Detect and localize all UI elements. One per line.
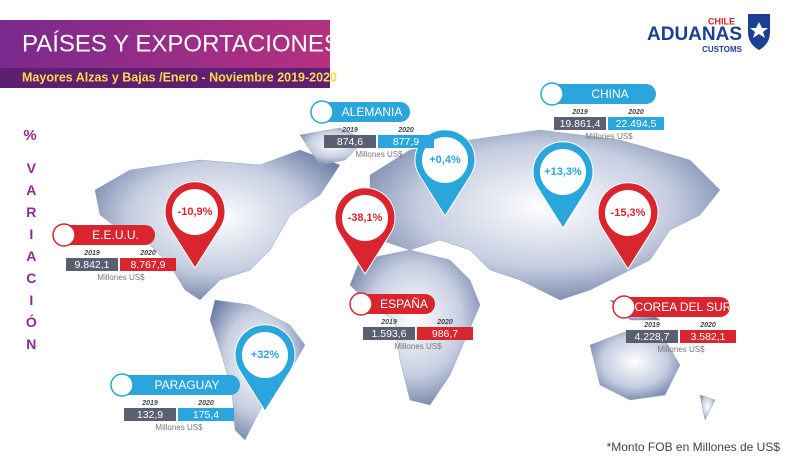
value-2-box [120,258,176,271]
country: +13,3% CHINA 2019 2020 19.861,4 22.494,5 Millo… [532,82,664,229]
pin-inner [422,137,468,183]
year-2: 2020 [397,127,414,134]
year-1: 2019 [643,322,660,329]
year-2: 2020 [627,109,644,116]
country-name: PARAGUAY [155,378,220,392]
country-name: E.E.U.U. [92,228,139,242]
value-2: 986,7 [432,328,458,340]
subheader-banner [0,68,330,88]
name-box [620,297,730,317]
header-banner [0,20,330,68]
year-1: 2019 [571,109,588,116]
year-2: 2020 [699,322,716,329]
pin-inner [242,332,288,378]
value-1-box [66,258,118,271]
country-name: COREA DEL SUR [635,300,732,314]
value-2-box [178,408,234,421]
year-2: 2020 [139,250,156,257]
name-box [548,84,656,104]
value-2-box [378,135,434,148]
country-name: ALEMANIA [342,105,403,119]
title: PAÍSES Y EXPORTACIONES [22,30,340,57]
value-1-box [626,330,678,343]
name-box [118,375,240,395]
name-box [60,225,155,245]
pin-inner [342,195,388,241]
country: -15,3% COREA DEL SUR 2019 2020 4.228,7 3.582,… [597,182,736,354]
side-word-group: VARIACIÓN [23,160,39,358]
pin-inner [605,190,651,236]
logo: CHILE ADUANAS CUSTOMS [647,14,770,54]
value-1: 9.842,1 [74,259,109,271]
year-1: 2019 [83,250,100,257]
value-2: 175,4 [193,409,219,421]
country: -10,9% E.E.U.U. 2019 2020 9.842,1 8.767,9 Mill… [52,181,226,282]
country-name: ESPAÑA [380,297,428,311]
value-1-box [554,117,606,130]
badge [349,292,373,316]
value-1: 19.861,4 [560,118,601,130]
unit: Millones US$ [585,132,633,141]
value-1-box [124,408,176,421]
year-1: 2019 [341,127,358,134]
pin-change: -38,1% [348,212,383,224]
year-2: 2020 [197,400,214,407]
value-1-box [324,135,376,148]
unit: Millones US$ [657,345,705,354]
country-name: CHINA [591,87,628,101]
value-2: 877,9 [393,136,419,148]
badge [110,373,134,397]
pin-change: -15,3% [611,207,646,219]
country: -38,1% ESPAÑA 2019 2020 1.593,6 986,7 Millones… [334,187,473,351]
logo-star [750,22,768,38]
badge [540,82,564,106]
logo-top: CHILE [708,16,735,26]
country: +0,4% ALEMANIA 2019 2020 874,6 877,9 Millones … [310,100,476,217]
value-1-box [363,327,415,340]
value-1: 1.593,6 [371,328,406,340]
name-box [318,102,410,122]
badge [612,295,636,319]
year-2: 2020 [436,319,453,326]
pin-inner [540,149,586,195]
logo-name: ADUANAS [647,24,742,45]
value-2: 3.582,1 [690,331,725,343]
value-1: 132,9 [137,409,163,421]
value-2-box [417,327,473,340]
badge [310,100,334,124]
pin-change: -10,9% [178,206,213,218]
badge [52,223,76,247]
name-box [357,294,435,314]
unit: Millones US$ [394,342,442,351]
pin-change: +13,3% [544,166,582,178]
unit: Millones US$ [97,273,145,282]
value-2-box [680,330,736,343]
side-word: VARIACIÓN [23,160,39,358]
subtitle: Mayores Alzas y Bajas /Enero - Noviembre… [22,70,337,84]
pin-change: +32% [251,349,280,361]
logo-bottom: CUSTOMS [702,45,743,54]
value-1: 4.228,7 [634,331,669,343]
pin-change: +0,4% [429,154,461,166]
value-2-box [608,117,664,130]
footnote: *Monto FOB en Millones de US$ [607,440,781,454]
unit: Millones US$ [355,150,403,159]
year-1: 2019 [380,319,397,326]
pin-inner [172,189,218,235]
value-2: 22.494,5 [616,118,657,130]
value-1: 874,6 [337,136,363,148]
value-2: 8.767,9 [130,259,165,271]
side-symbol: % [23,127,36,144]
unit: Millones US$ [155,423,203,432]
year-1: 2019 [141,400,158,407]
country: +32% PARAGUAY 2019 2020 132,9 175,4 Millones U… [110,324,296,432]
